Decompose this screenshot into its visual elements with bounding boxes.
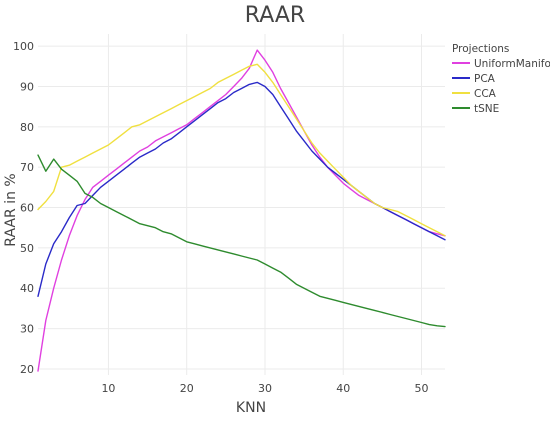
y-tick-label: 90 [20,80,34,93]
x-tick-label: 50 [415,382,429,395]
x-tick-label: 10 [101,382,115,395]
x-axis-label: KNN [236,400,266,416]
y-tick-label: 30 [20,323,34,336]
legend-item-cca[interactable]: CCA [452,88,497,100]
y-tick-label: 40 [20,282,34,295]
tick-label-layer: 20 30 40 50 60 70 80 90 100 10 20 30 40 50 [13,40,429,395]
legend-title: Projections [452,43,509,55]
series-line-tsne [37,154,446,328]
legend: Projections UniformManifold PCA CCA tSNE [452,43,550,115]
legend-label: UniformManifold [474,58,550,70]
legend-item-pca[interactable]: PCA [452,73,496,85]
y-tick-label: 20 [20,363,34,376]
x-tick-label: 40 [336,382,350,395]
series-line-cca [37,63,446,237]
series-line-uniformmanifold [37,49,446,372]
legend-label: CCA [474,88,497,100]
y-tick-label: 50 [20,242,34,255]
legend-item-tsne[interactable]: tSNE [452,103,499,115]
y-axis-label: RAAR in % [3,173,19,246]
legend-label: tSNE [474,103,499,115]
chart-title: RAAR [245,3,305,28]
y-tick-label: 70 [20,161,34,174]
series-line-pca [37,81,446,297]
series-layer [37,49,446,372]
x-tick-label: 20 [180,382,194,395]
x-tick-label: 30 [258,382,272,395]
grid-layer [38,34,445,375]
y-tick-label: 60 [20,202,34,215]
y-tick-label: 100 [13,40,34,53]
legend-item-uniformmanifold[interactable]: UniformManifold [452,58,550,70]
legend-label: PCA [474,73,496,85]
y-tick-label: 80 [20,121,34,134]
